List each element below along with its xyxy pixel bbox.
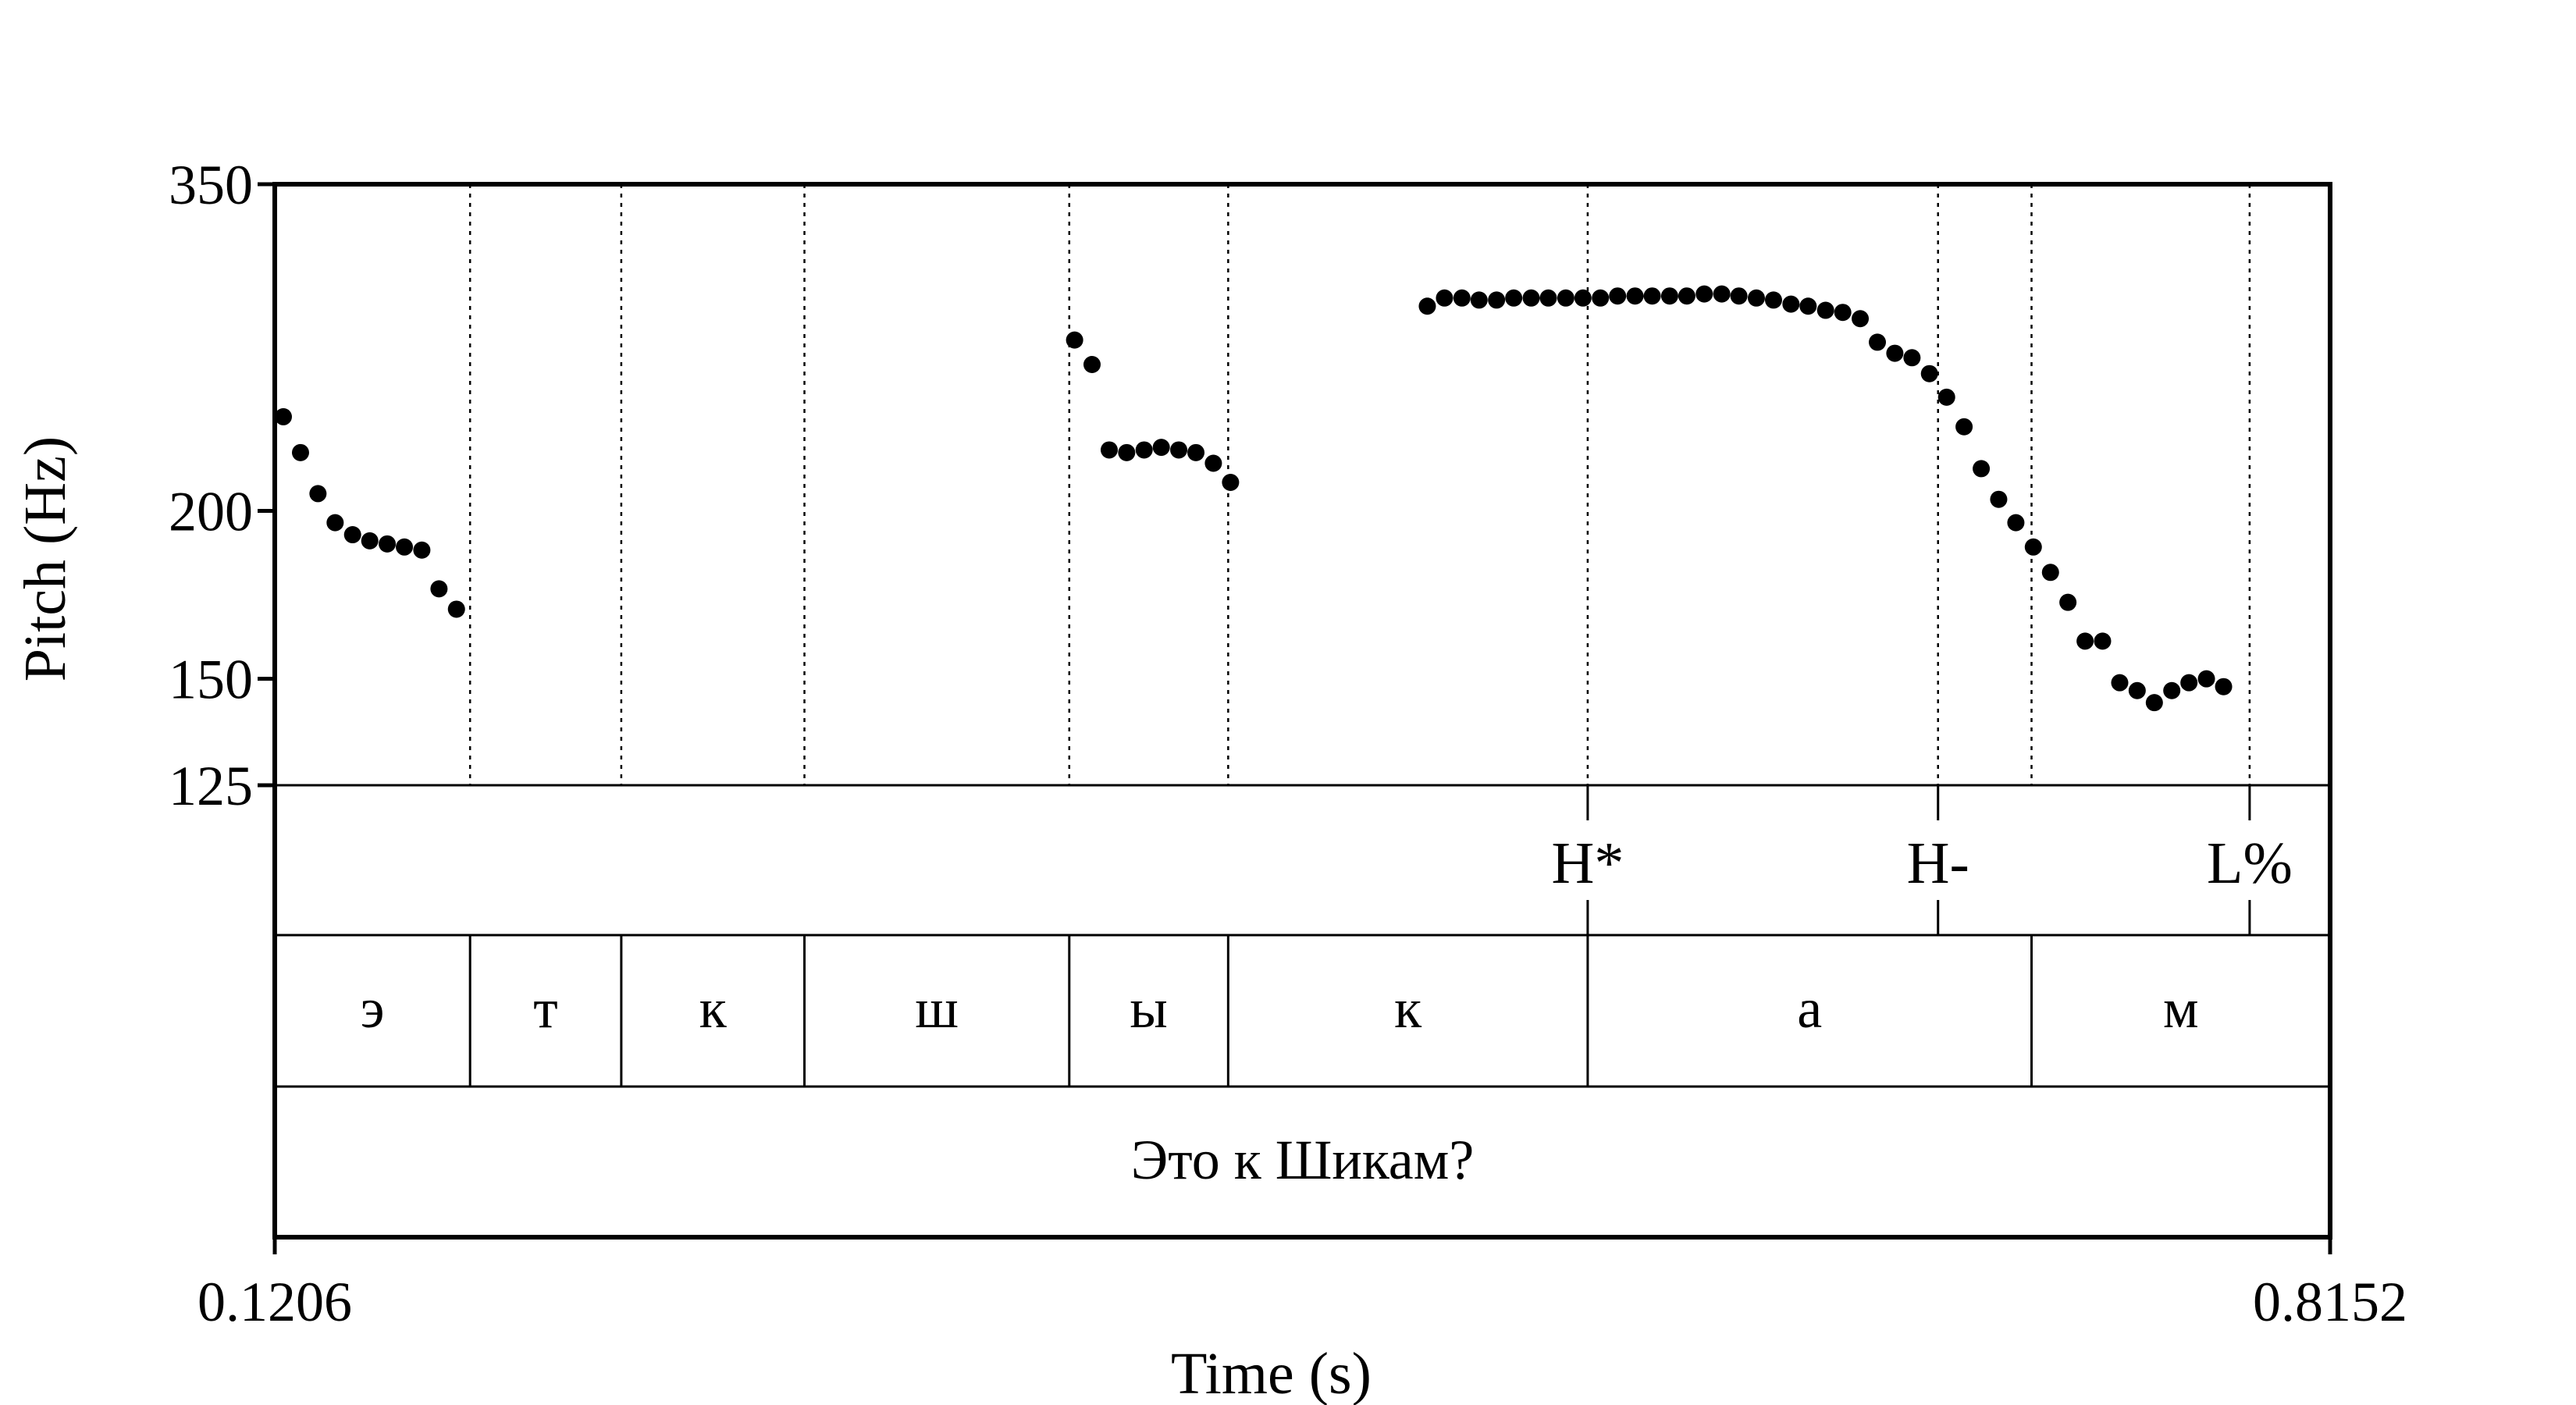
pitch-point (1470, 291, 1488, 309)
pitch-point (1204, 454, 1222, 472)
pitch-point (2180, 674, 2198, 692)
pitch-points (274, 285, 2233, 712)
pitch-point (1083, 355, 1101, 373)
pitch-point (1574, 289, 1592, 307)
pitch-point (1799, 297, 1817, 315)
pitch-point (2163, 681, 2181, 699)
pitch-point (379, 535, 397, 553)
pitch-point (1505, 289, 1523, 307)
pitch-point (291, 443, 309, 461)
tone-label: H- (1907, 831, 1969, 896)
pitch-point (1920, 365, 1938, 382)
pitch-point (1592, 289, 1610, 307)
pitch-point (1660, 287, 1678, 305)
pitch-point (1782, 295, 1800, 313)
pitch-point (2215, 678, 2233, 695)
pitch-point (1764, 291, 1782, 309)
pitch-point (1937, 388, 1955, 406)
tone-label: H* (1551, 831, 1624, 896)
tone-label: L% (2207, 831, 2293, 896)
x-axis: 0.1206 0.8152 Time (s) (197, 1237, 2407, 1405)
pitch-point (1643, 287, 1661, 305)
pitch-point (1609, 287, 1627, 305)
plot-border (272, 182, 2332, 1240)
pitch-point (2111, 674, 2129, 692)
pitch-point (2059, 593, 2077, 611)
segment-label: к (699, 977, 728, 1040)
pitch-point (1135, 441, 1153, 459)
pitch-point (1713, 285, 1731, 303)
annotation-tiers: H* H- L% э т к ш ы к а м Это к Шикам? (361, 785, 2293, 1191)
y-tick-label: 150 (169, 649, 253, 711)
pitch-point (309, 485, 327, 503)
pitch-point (413, 541, 431, 559)
pitch-point (1990, 490, 2008, 508)
pitch-point (1100, 441, 1118, 459)
pitch-point (1152, 439, 1170, 457)
segment-label: ш (915, 977, 958, 1040)
y-axis-ticks: 350 200 150 125 (169, 154, 275, 817)
pitch-point (2007, 514, 2025, 532)
pitch-point (2041, 564, 2059, 582)
segment-label: м (2163, 977, 2199, 1040)
segment-label: к (1394, 977, 1422, 1040)
pitch-point (1834, 304, 1852, 322)
segment-label: т (533, 977, 557, 1040)
pitch-point (1747, 289, 1765, 307)
x-axis-title: Time (s) (1171, 1341, 1372, 1405)
segment-label: э (361, 977, 385, 1040)
pitch-point (1488, 291, 1506, 309)
pitch-point (1436, 289, 1453, 307)
y-tick-label: 125 (169, 755, 253, 817)
pitch-point (274, 407, 292, 425)
pitch-point (1626, 287, 1644, 305)
pitch-point (1886, 344, 1904, 362)
pitch-point (1955, 418, 1973, 436)
y-axis-title: Pitch (Hz) (12, 436, 78, 681)
pitch-point (1066, 331, 1083, 349)
pitch-point (2094, 632, 2112, 650)
pitch-point (1852, 310, 1870, 328)
pitch-point (1973, 460, 1991, 478)
y-tick-label: 200 (169, 481, 253, 543)
pitch-point (1170, 441, 1188, 459)
pitch-point (396, 538, 414, 556)
pitch-point (2128, 681, 2146, 699)
pitch-point (1730, 287, 1748, 305)
pitch-point (2076, 632, 2094, 650)
pitch-point (1539, 289, 1557, 307)
pitch-point (1453, 289, 1471, 307)
pitch-point (1222, 474, 1240, 492)
x-tick-label-start: 0.1206 (197, 1271, 352, 1333)
pitch-point (2024, 538, 2042, 556)
pitch-point (1678, 287, 1695, 305)
pitch-point (326, 514, 344, 532)
pitch-point (1557, 289, 1574, 307)
pitch-point (447, 600, 465, 618)
pitch-point (1522, 289, 1540, 307)
segment-label: ы (1130, 977, 1167, 1040)
sentence-label: Это к Шикам? (1131, 1129, 1475, 1191)
pitch-point (1903, 349, 1921, 367)
pitch-point (361, 532, 379, 550)
boundary-lines (468, 184, 2251, 785)
pitch-point (2145, 694, 2163, 712)
pitch-point (1118, 443, 1136, 461)
pitch-point (2197, 670, 2215, 688)
pitch-point (1187, 443, 1205, 461)
pitch-point (1418, 297, 1436, 315)
pitch-point (1869, 333, 1887, 351)
pitch-point (343, 526, 361, 544)
pitch-point (1695, 285, 1713, 303)
plot-frame (272, 182, 2332, 1240)
segment-label: а (1797, 977, 1822, 1040)
pitch-point (430, 580, 448, 598)
x-tick-label-end: 0.8152 (2253, 1271, 2407, 1333)
y-tick-label: 350 (169, 154, 253, 216)
pitch-point (1816, 301, 1834, 319)
